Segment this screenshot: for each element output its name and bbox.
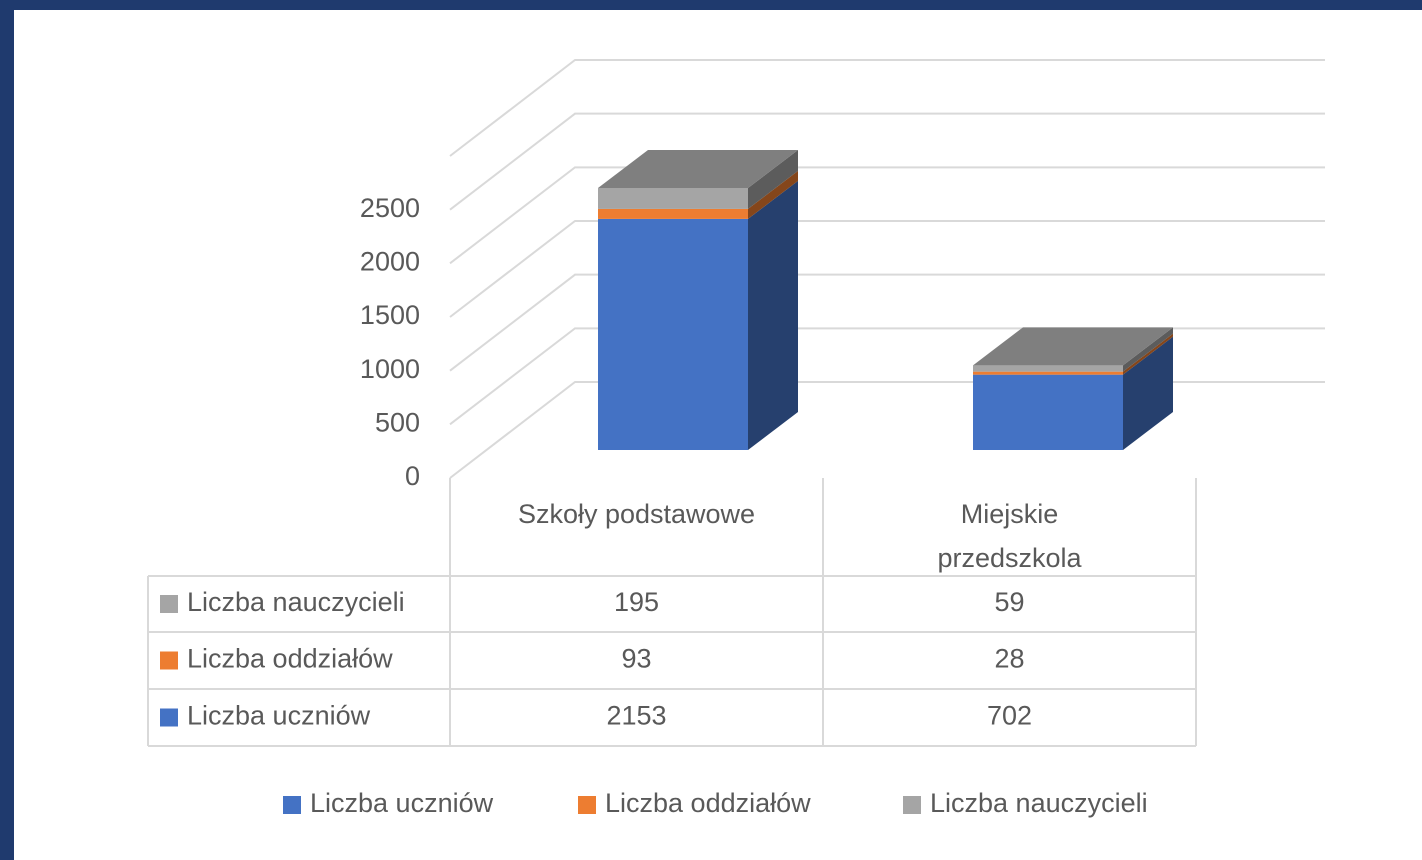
table-value: 93	[621, 644, 651, 674]
y-tick-label: 500	[375, 407, 420, 437]
legend-key	[160, 708, 178, 727]
row-label: Liczba uczniów	[187, 701, 371, 731]
x-tick-label: Miejskie przedszkola	[937, 499, 1082, 573]
legend-label: Liczba nauczycieli	[930, 788, 1148, 818]
table-value: 195	[614, 587, 659, 617]
y-tick-label: 0	[405, 461, 420, 491]
bar-side	[748, 170, 798, 219]
bar	[973, 371, 1123, 375]
bar	[973, 374, 1123, 450]
y-tick-label: 2500	[360, 193, 420, 223]
legend-key	[160, 595, 178, 613]
bar-side	[1123, 336, 1173, 450]
legend-key	[160, 651, 178, 670]
grid-line	[449, 273, 1325, 372]
grid-line	[449, 59, 1325, 157]
legend-key	[283, 796, 301, 814]
legend-label: Liczba uczniów	[310, 788, 494, 818]
bar-top	[598, 149, 798, 188]
bar	[598, 218, 748, 450]
x-tick-label: Szkoły podstawowe	[517, 499, 756, 529]
grid-line	[449, 112, 1325, 211]
legend-label: Liczba oddziałów	[605, 788, 811, 818]
y-tick-label: 2000	[360, 246, 420, 276]
grid-line	[449, 166, 1325, 265]
table-value: 28	[994, 644, 1024, 674]
table-value: 2153	[606, 701, 666, 731]
bar-side	[748, 149, 798, 209]
y-tick-label: 1000	[360, 354, 420, 384]
category-cell: Szkoły podstawowe	[517, 499, 756, 529]
legend-key	[903, 796, 921, 814]
row-label: Liczba oddziałów	[187, 644, 393, 674]
table-value: 59	[994, 587, 1024, 617]
bar	[598, 187, 748, 209]
bar	[598, 208, 748, 219]
table-value: 702	[987, 701, 1032, 731]
y-tick-label: 1500	[360, 300, 420, 330]
grid-line	[449, 220, 1325, 318]
bar-side	[748, 180, 798, 451]
row-label: Liczba nauczycieli	[187, 587, 405, 617]
bar-side	[1123, 333, 1173, 375]
bar	[973, 365, 1123, 372]
bar-top	[973, 327, 1173, 366]
category-cell: Miejskie przedszkola	[937, 499, 1082, 573]
bar-side	[1123, 327, 1173, 372]
legend-key	[578, 796, 596, 814]
